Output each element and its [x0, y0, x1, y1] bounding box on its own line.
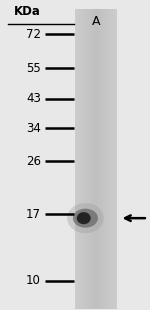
- Bar: [110, 10, 111, 310]
- Bar: [77, 10, 78, 310]
- Bar: [90, 10, 91, 310]
- Bar: [97, 10, 98, 310]
- Bar: [106, 10, 107, 310]
- Text: 72: 72: [26, 28, 41, 41]
- Bar: [98, 10, 99, 310]
- Bar: [81, 10, 82, 310]
- Bar: [107, 10, 108, 310]
- Bar: [83, 10, 84, 310]
- Ellipse shape: [73, 209, 98, 228]
- Bar: [91, 10, 92, 310]
- Bar: [105, 10, 106, 310]
- Bar: [78, 10, 79, 310]
- Bar: [92, 10, 93, 310]
- Bar: [102, 10, 103, 310]
- Bar: [99, 10, 100, 310]
- Text: 43: 43: [26, 92, 41, 105]
- Bar: [100, 10, 101, 310]
- Bar: [86, 10, 87, 310]
- Bar: [111, 10, 112, 310]
- Bar: [103, 10, 104, 310]
- Bar: [94, 10, 95, 310]
- Text: 55: 55: [26, 62, 41, 74]
- Text: 17: 17: [26, 208, 41, 221]
- Bar: [116, 10, 117, 310]
- Bar: [95, 10, 96, 310]
- Bar: [79, 10, 80, 310]
- Bar: [96, 10, 97, 310]
- Text: 34: 34: [26, 122, 41, 135]
- Bar: [104, 10, 105, 310]
- Bar: [112, 10, 114, 310]
- Bar: [115, 10, 116, 310]
- Bar: [109, 10, 110, 310]
- Bar: [76, 10, 77, 310]
- Bar: [84, 10, 85, 310]
- Bar: [114, 10, 115, 310]
- Ellipse shape: [77, 212, 91, 224]
- Text: 26: 26: [26, 155, 41, 168]
- Bar: [101, 10, 102, 310]
- Text: KDa: KDa: [14, 5, 41, 18]
- Bar: [82, 10, 83, 310]
- Bar: [88, 10, 90, 310]
- Bar: [80, 10, 81, 310]
- Bar: [87, 10, 88, 310]
- Bar: [75, 10, 76, 310]
- Bar: [108, 10, 109, 310]
- Bar: [85, 10, 86, 310]
- Text: A: A: [92, 15, 100, 28]
- Text: 10: 10: [26, 274, 41, 287]
- Bar: [93, 10, 94, 310]
- Bar: [75, 10, 117, 310]
- Ellipse shape: [67, 203, 104, 233]
